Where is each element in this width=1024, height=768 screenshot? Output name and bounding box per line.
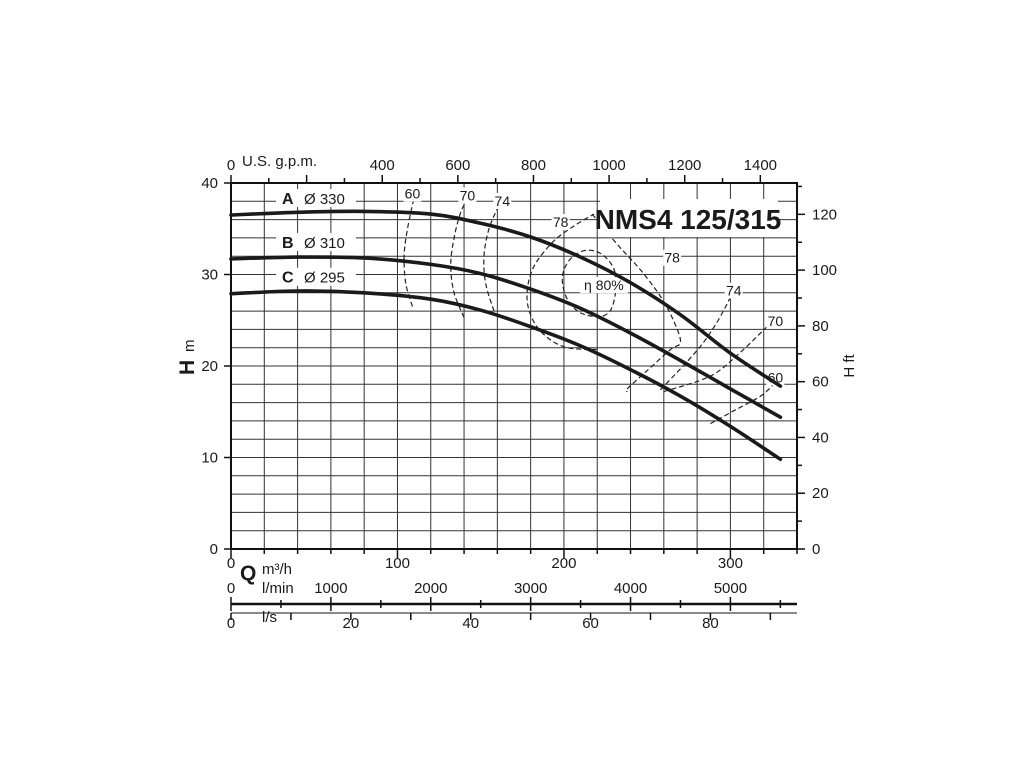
- lmin-tick-label: 2000: [414, 580, 447, 597]
- right-tick-label: 0: [812, 541, 820, 558]
- x-axis-title: Q: [240, 562, 256, 585]
- lmin-axis-title: l/min: [262, 580, 294, 597]
- lmin-tick-label: 1000: [314, 580, 347, 597]
- right-tick-label: 40: [812, 429, 829, 446]
- efficiency-contour-2: [483, 204, 500, 312]
- efficiency-label: 70: [768, 313, 784, 329]
- top-tick-label: 1400: [744, 157, 777, 174]
- top-tick-label: 800: [521, 157, 546, 174]
- pump-curve-b: [229, 255, 783, 419]
- efficiency-contour-3: [526, 213, 598, 351]
- lmin-tick-label: 5000: [714, 580, 747, 597]
- efficiency-contour-7: [663, 326, 768, 393]
- efficiency-label-bg: [663, 249, 682, 266]
- efficiency-label: 74: [495, 193, 511, 209]
- curve-letter-c: C: [282, 270, 294, 287]
- efficiency-label: 78: [553, 214, 569, 230]
- curve-letter-a: A: [282, 191, 294, 208]
- y-axis-unit: m: [181, 340, 198, 353]
- efficiency-label: 74: [726, 283, 742, 299]
- chart-title: NMS4 125/315: [595, 204, 782, 235]
- right-tick-label: 120: [812, 206, 837, 223]
- efficiency-label-bg: [458, 187, 477, 204]
- x-tick-label: 200: [551, 555, 576, 572]
- lmin-tick-label: 0: [227, 580, 235, 597]
- curve-label-bg: [276, 232, 356, 251]
- efficiency-label-bg: [551, 214, 570, 231]
- ls-axis-title: l/s: [262, 609, 277, 626]
- efficiency-label-bg: [724, 282, 743, 299]
- efficiency-contour-5: [591, 213, 682, 393]
- ls-tick-label: 20: [343, 615, 360, 632]
- curve-label-bg: [276, 189, 356, 208]
- y-tick-label: 30: [201, 267, 218, 284]
- right-tick-label: 20: [812, 485, 829, 502]
- top-tick-label: 600: [445, 157, 470, 174]
- efficiency-contour-1: [450, 199, 468, 318]
- curve-diameter-a: Ø 330: [304, 191, 345, 208]
- right-axis-title: H ft: [841, 354, 858, 378]
- efficiency-contour-0: [403, 197, 415, 307]
- y-axis-title: H: [176, 360, 199, 375]
- pump-curve-c: [229, 289, 783, 462]
- ls-tick-label: 0: [227, 615, 235, 632]
- curve-letter-b: B: [282, 235, 294, 252]
- y-tick-label: 20: [201, 358, 218, 375]
- x-axis-unit: m³/h: [262, 561, 292, 578]
- ls-tick-label: 80: [702, 615, 719, 632]
- efficiency-label: 60: [405, 186, 421, 202]
- x-tick-label: 0: [227, 555, 235, 572]
- right-tick-label: 80: [812, 318, 829, 335]
- efficiency-label-bg: [493, 192, 512, 209]
- curve-diameter-c: Ø 295: [304, 270, 345, 287]
- top-axis-title: U.S. g.p.m.: [242, 153, 317, 170]
- ls-tick-label: 60: [582, 615, 599, 632]
- efficiency-label: 70: [460, 187, 476, 203]
- ls-tick-label: 40: [462, 615, 479, 632]
- efficiency-label-bg: [579, 277, 628, 294]
- x-tick-label: 300: [718, 555, 743, 572]
- curve-diameter-b: Ø 310: [304, 235, 345, 252]
- right-tick-label: 100: [812, 262, 837, 279]
- x-tick-label: 100: [385, 555, 410, 572]
- efficiency-label-bg: [403, 185, 422, 202]
- title-bg: [600, 199, 778, 237]
- top-tick-label: 400: [370, 157, 395, 174]
- y-tick-label: 40: [201, 175, 218, 192]
- top-tick-label: 0: [227, 157, 235, 174]
- y-tick-label: 10: [201, 450, 218, 467]
- top-tick-label: 1000: [592, 157, 625, 174]
- right-tick-label: 60: [812, 374, 829, 391]
- pump-curve-a: [229, 209, 783, 388]
- efficiency-label: η 80%: [584, 277, 624, 293]
- lmin-tick-label: 4000: [614, 580, 647, 597]
- lmin-tick-label: 3000: [514, 580, 547, 597]
- top-tick-label: 1200: [668, 157, 701, 174]
- efficiency-label: 78: [664, 250, 680, 266]
- efficiency-label-bg: [766, 312, 785, 329]
- y-tick-label: 0: [210, 541, 218, 558]
- curve-label-bg: [276, 267, 356, 286]
